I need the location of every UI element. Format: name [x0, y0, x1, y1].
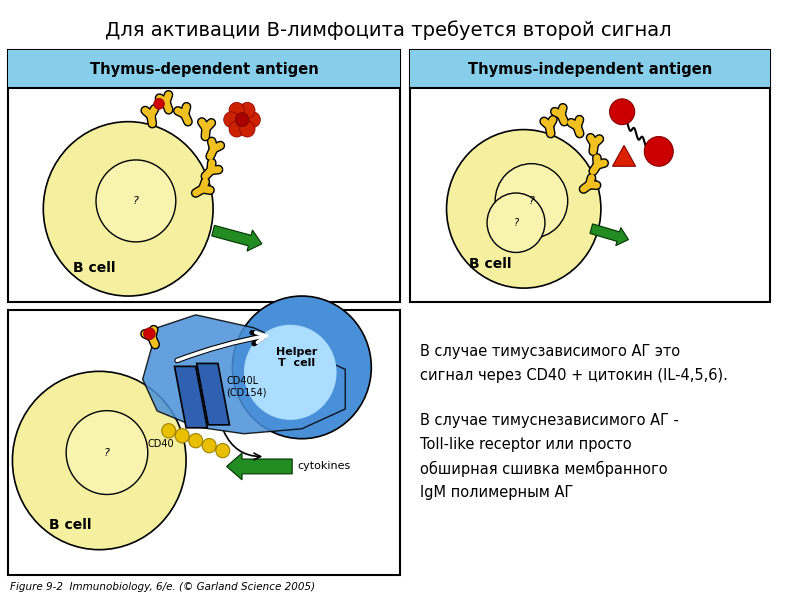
Circle shape	[245, 112, 260, 128]
Circle shape	[487, 193, 545, 253]
Circle shape	[244, 325, 337, 420]
Circle shape	[66, 410, 148, 494]
Text: CD40: CD40	[147, 439, 174, 449]
Bar	[8, 310, 400, 575]
Text: Helper
T  cell: Helper T cell	[276, 347, 318, 368]
Circle shape	[144, 328, 155, 340]
Circle shape	[229, 103, 245, 118]
Text: Для активации В-лимфоцита требуется второй сигнал: Для активации В-лимфоцита требуется втор…	[106, 20, 672, 40]
Circle shape	[154, 98, 164, 109]
Text: ?: ?	[514, 218, 518, 228]
Text: Thymus-dependent antigen: Thymus-dependent antigen	[90, 62, 318, 77]
Bar	[410, 50, 770, 88]
Circle shape	[644, 137, 674, 166]
Circle shape	[189, 434, 202, 448]
FancyArrow shape	[226, 453, 292, 480]
Text: обширная сшивка мембранного: обширная сшивка мембранного	[419, 460, 667, 476]
Circle shape	[446, 130, 601, 288]
Polygon shape	[613, 145, 636, 166]
Circle shape	[610, 99, 634, 125]
Circle shape	[240, 121, 255, 137]
Polygon shape	[174, 367, 207, 428]
FancyArrow shape	[212, 226, 262, 251]
Text: IgM полимерным АГ: IgM полимерным АГ	[419, 485, 573, 500]
Circle shape	[224, 112, 239, 128]
Text: cytokines: cytokines	[297, 461, 350, 472]
Text: В случае тимусзависимого АГ это: В случае тимусзависимого АГ это	[419, 344, 680, 359]
Circle shape	[162, 424, 176, 438]
Bar	[410, 50, 770, 302]
Circle shape	[232, 296, 371, 439]
Circle shape	[235, 113, 249, 127]
Text: B cell: B cell	[73, 261, 116, 275]
Text: Figure 9-2  Immunobiology, 6/e. (© Garland Science 2005): Figure 9-2 Immunobiology, 6/e. (© Garlan…	[10, 583, 314, 592]
Text: B cell: B cell	[49, 518, 91, 532]
Text: ?: ?	[133, 196, 139, 206]
Bar	[8, 50, 400, 88]
FancyArrow shape	[590, 224, 629, 245]
Circle shape	[202, 439, 216, 453]
Text: В случае тимуснезависимого АГ -: В случае тимуснезависимого АГ -	[419, 413, 678, 428]
Circle shape	[96, 160, 176, 242]
Text: Thymus-independent antigen: Thymus-independent antigen	[468, 62, 712, 77]
Polygon shape	[142, 315, 346, 434]
Circle shape	[229, 121, 245, 137]
Circle shape	[495, 164, 568, 238]
Polygon shape	[197, 364, 230, 425]
Text: B cell: B cell	[469, 257, 511, 271]
Circle shape	[216, 443, 230, 458]
Circle shape	[175, 428, 189, 443]
Circle shape	[13, 371, 186, 550]
Text: ?: ?	[529, 196, 534, 206]
Text: сигнал через CD40 + цитокин (IL-4,5,6).: сигнал через CD40 + цитокин (IL-4,5,6).	[419, 368, 727, 383]
Circle shape	[43, 122, 213, 296]
Text: ?: ?	[104, 448, 110, 458]
Text: Toll-like receptor или просто: Toll-like receptor или просто	[419, 437, 631, 452]
Text: CD40L
(CD154): CD40L (CD154)	[226, 376, 267, 398]
Bar	[8, 50, 400, 302]
Circle shape	[240, 103, 255, 118]
